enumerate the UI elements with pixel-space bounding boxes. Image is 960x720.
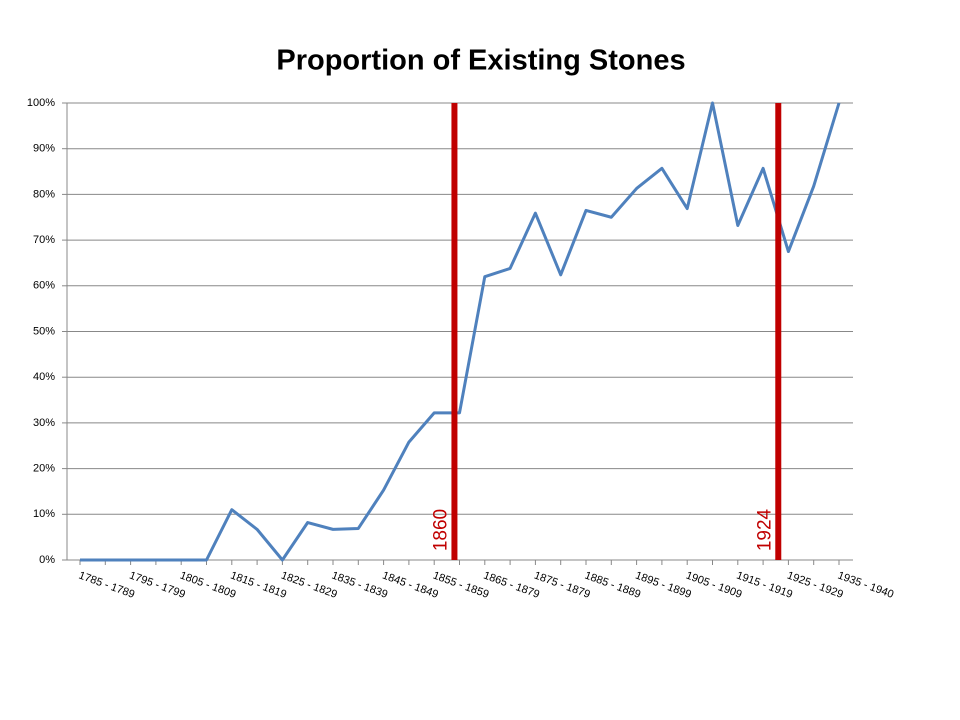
x-tick-label: 1855 - 1859 (431, 570, 490, 601)
annotation-label: 1924 (754, 508, 775, 551)
x-tick-label: 1895 - 1899 (634, 570, 693, 601)
x-tick-label: 1875 - 1879 (532, 570, 591, 601)
y-tick-label: 50% (33, 325, 55, 337)
chart-title: Proportion of Existing Stones (276, 45, 685, 77)
x-tick-label: 1915 - 1919 (735, 570, 794, 601)
y-tick-label: 60% (33, 280, 55, 292)
x-tick-label: 1835 - 1839 (330, 570, 389, 601)
y-tick-label: 10% (33, 508, 55, 520)
data-line (80, 101, 841, 562)
y-tick-label: 30% (33, 417, 55, 429)
x-tick-label: 1785 - 1789 (77, 570, 136, 601)
x-tick-label: 1865 - 1879 (482, 570, 541, 601)
annotation-label: 1860 (430, 509, 451, 551)
x-tick-label: 1815 - 1819 (229, 570, 288, 601)
y-tick-label: 20% (33, 463, 55, 475)
x-tick-label: 1805 - 1809 (178, 570, 237, 601)
y-tick-label: 0% (39, 554, 55, 566)
y-tick-label: 40% (33, 371, 55, 383)
y-tick-label: 70% (33, 234, 55, 246)
x-tick-label: 1935 - 1940 (836, 570, 895, 601)
y-tick-label: 80% (33, 188, 55, 200)
x-tick-label: 1925 - 1929 (785, 570, 844, 601)
x-tick-label: 1885 - 1889 (583, 570, 642, 601)
y-tick-label: 90% (33, 143, 55, 155)
x-tick-label: 1795 - 1799 (128, 570, 187, 601)
x-tick-label: 1825 - 1829 (279, 570, 338, 601)
x-tick-label: 1845 - 1849 (381, 570, 440, 601)
x-tick-label: 1905 - 1909 (684, 570, 743, 601)
y-tick-label: 100% (27, 97, 55, 109)
